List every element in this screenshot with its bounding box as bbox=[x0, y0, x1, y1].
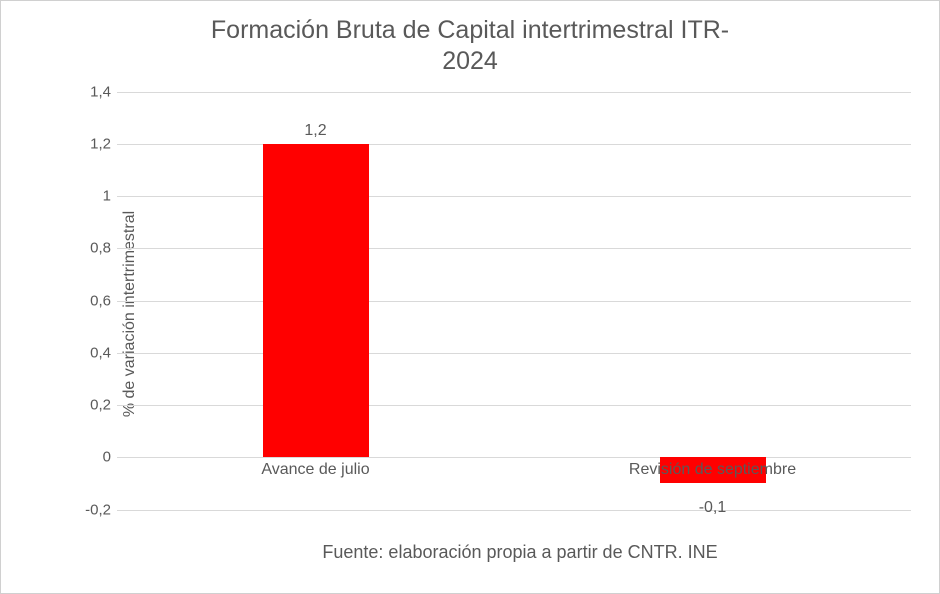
chart-title-line-1: Formación Bruta de Capital intertrimestr… bbox=[211, 16, 729, 44]
bar bbox=[263, 144, 369, 458]
y-tick-label: 1,4 bbox=[90, 83, 117, 100]
gridline bbox=[117, 457, 911, 458]
y-tick-label: 0,6 bbox=[90, 292, 117, 309]
gridline bbox=[117, 92, 911, 93]
y-tick-label: 0,4 bbox=[90, 344, 117, 361]
source-note: Fuente: elaboración propia a partir de C… bbox=[19, 542, 921, 563]
gridline bbox=[117, 405, 911, 406]
gridline bbox=[117, 196, 911, 197]
chart-container: Formación Bruta de Capital intertrimestr… bbox=[0, 0, 940, 594]
y-tick-label: 0 bbox=[103, 449, 117, 466]
bar-value-label: -0,1 bbox=[613, 499, 813, 517]
plot-area: -0,200,20,40,60,811,21,41,2Avance de jul… bbox=[117, 92, 911, 510]
category-label: Revisión de septiembre bbox=[583, 461, 843, 479]
gridline bbox=[117, 353, 911, 354]
y-tick-label: 1,2 bbox=[90, 135, 117, 152]
y-tick-label: 0,8 bbox=[90, 240, 117, 257]
y-tick-label: 0,2 bbox=[90, 397, 117, 414]
gridline bbox=[117, 144, 911, 145]
bar-value-label: 1,2 bbox=[216, 122, 416, 140]
chart-body: % de variación intertrimestral -0,200,20… bbox=[67, 84, 921, 544]
y-tick-label: -0,2 bbox=[85, 501, 117, 518]
gridline bbox=[117, 248, 911, 249]
chart-title: Formación Bruta de Capital intertrimestr… bbox=[80, 15, 860, 78]
y-tick-label: 1 bbox=[103, 188, 117, 205]
chart-title-line-2: 2024 bbox=[442, 47, 498, 75]
category-label: Avance de julio bbox=[186, 461, 446, 479]
gridline bbox=[117, 301, 911, 302]
